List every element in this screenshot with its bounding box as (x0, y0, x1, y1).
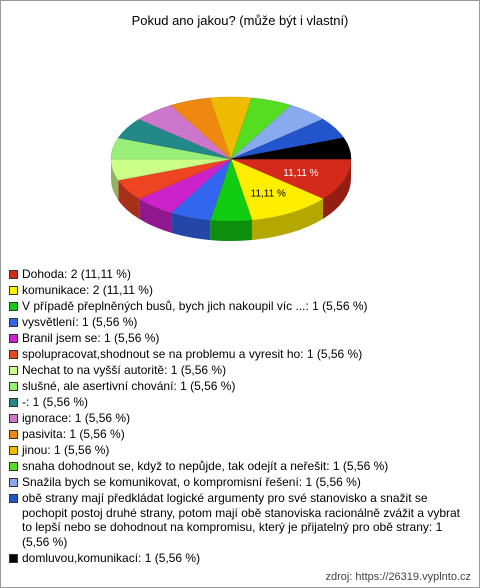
legend-swatch (9, 318, 18, 327)
legend-item: pasivita: 1 (5,56 %) (9, 427, 469, 442)
legend-label: Nechat to na vyšší autoritě: 1 (5,56 %) (22, 363, 227, 377)
legend-swatch (9, 478, 18, 487)
legend-item: snaha dohodnout se, když to nepůjde, tak… (9, 459, 469, 474)
legend-label: spolupracovat,shodnout se na problemu a … (22, 347, 363, 361)
legend-label: vysvětlení: 1 (5,56 %) (22, 315, 138, 329)
legend-label: slušné, ale asertivní chování: 1 (5,56 %… (22, 379, 236, 393)
value-label: 11,11 % (251, 188, 286, 199)
legend-item: Snažila bych se komunikovat, o kompromis… (9, 475, 469, 490)
legend: Dohoda: 2 (11,11 %) komunikace: 2 (11,11 … (9, 267, 469, 567)
legend-swatch (9, 286, 18, 295)
legend-swatch (9, 462, 18, 471)
slice-side (322, 159, 351, 219)
slice-side (171, 212, 211, 241)
legend-label: ignorace: 1 (5,56 %) (22, 411, 131, 425)
legend-swatch (9, 430, 18, 439)
legend-item: domluvou,komunikací: 1 (5,56 %) (9, 551, 469, 566)
legend-label: snaha dohodnout se, když to nepůjde, tak… (22, 459, 389, 473)
legend-swatch (9, 334, 18, 343)
chart: Pokud ano jakou? (může být i vlastní) 11… (110, 13, 352, 241)
legend-item: spolupracovat,shodnout se na problemu a … (9, 347, 469, 362)
legend-item: obě strany mají předkládat logické argum… (9, 491, 469, 549)
legend-item: slušné, ale asertivní chování: 1 (5,56 %… (9, 379, 469, 394)
legend-label: jinou: 1 (5,56 %) (22, 443, 110, 457)
legend-label: Branil jsem se: 1 (5,56 %) (22, 331, 160, 345)
legend-swatch (9, 446, 18, 455)
legend-label: -: 1 (5,56 %) (22, 395, 89, 409)
legend-label: domluvou,komunikací: 1 (5,56 %) (22, 550, 201, 565)
legend-swatch (9, 366, 18, 375)
legend-item: ignorace: 1 (5,56 %) (9, 411, 469, 426)
legend-item: V případě přeplněných busů, bych jich na… (9, 299, 469, 314)
slice (230, 158, 324, 221)
legend-item: Dohoda: 2 (11,11 %) (9, 267, 469, 282)
source: zdroj: https://26319.vyplnto.cz (325, 571, 471, 583)
slice (230, 137, 352, 160)
legend-swatch (9, 494, 18, 503)
legend-label: V případě přeplněných busů, bych jich na… (22, 299, 368, 313)
legend-item: Branil jsem se: 1 (5,56 %) (9, 331, 469, 346)
legend-swatch (9, 553, 18, 563)
legend-swatch (9, 350, 18, 359)
legend-swatch (9, 398, 18, 407)
slice-side (111, 159, 119, 201)
legend-swatch (9, 270, 18, 279)
legend-item: -: 1 (5,56 %) (9, 395, 469, 410)
slice-side (118, 180, 140, 219)
value-label: 11,11 % (283, 168, 318, 179)
legend-swatch (9, 302, 18, 311)
legend-label: obě strany mají předkládat logické argum… (22, 491, 461, 549)
legend-item: vysvětlení: 1 (5,56 %) (9, 315, 469, 330)
chart-title: Pokud ano jakou? (může být i vlastní) (132, 13, 349, 28)
legend-label: Dohoda: 2 (11,11 %) (22, 267, 131, 281)
legend-label: Snažila bych se komunikovat, o kompromis… (22, 475, 361, 489)
legend-swatch (9, 414, 18, 423)
legend-label: pasivita: 1 (5,56 %) (22, 427, 125, 441)
slice-side (139, 198, 172, 233)
legend-item: Nechat to na vyšší autoritě: 1 (5,56 %) (9, 363, 469, 378)
legend-swatch (9, 382, 18, 391)
legend-item: jinou: 1 (5,56 %) (9, 443, 469, 458)
slice-side (251, 198, 323, 241)
legend-item: komunikace: 2 (11,11 %) (9, 283, 469, 298)
legend-label: komunikace: 2 (11,11 %) (22, 283, 153, 297)
slice-side (210, 220, 252, 241)
slice (230, 158, 352, 200)
